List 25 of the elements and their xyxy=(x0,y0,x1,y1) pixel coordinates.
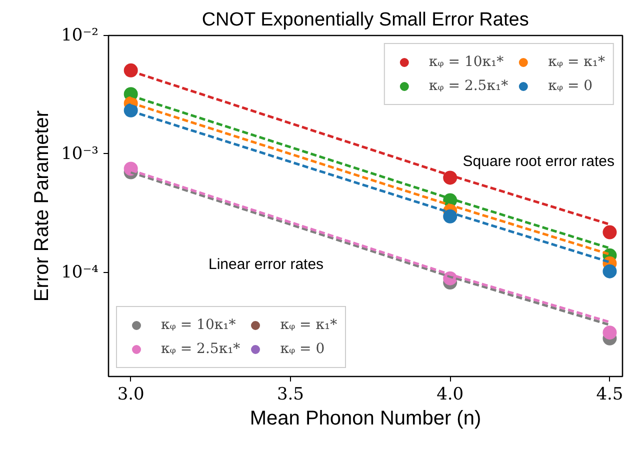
chart-title: CNOT Exponentially Small Error Rates xyxy=(202,10,529,30)
annotation: Linear error rates xyxy=(208,256,324,273)
annotation: Square root error rates xyxy=(462,153,615,170)
legend-label: κᵩ = κ₁* xyxy=(548,54,605,70)
legend-label: κᵩ = 0 xyxy=(280,341,325,357)
point xyxy=(602,264,617,278)
point xyxy=(443,209,458,224)
y-tick-label: 10⁻² xyxy=(61,26,98,46)
y-tick-label: 10⁻⁴ xyxy=(61,262,99,282)
legend-label: κᵩ = 2.5κ₁* xyxy=(428,78,508,94)
legend-label: κᵩ = 2.5κ₁* xyxy=(161,341,240,357)
legend-label: κᵩ = 10κ₁* xyxy=(428,54,504,70)
point xyxy=(602,326,617,340)
x-tick-label: 3.5 xyxy=(276,384,304,404)
x-tick-label: 4.5 xyxy=(596,384,624,404)
point xyxy=(124,63,138,78)
point xyxy=(602,225,617,240)
y-tick-label: 10⁻³ xyxy=(61,144,98,164)
legend-label: κᵩ = κ₁* xyxy=(280,317,338,333)
x-tick-label: 4.0 xyxy=(436,384,464,404)
x-tick-label: 3.0 xyxy=(117,384,144,404)
legend-label: κᵩ = 0 xyxy=(548,78,593,94)
y-axis-title: Error Rate Parameter xyxy=(31,110,54,302)
legend-label: κᵩ = 10κ₁* xyxy=(161,317,236,333)
x-axis-title: Mean Phonon Number (n) xyxy=(250,408,482,430)
